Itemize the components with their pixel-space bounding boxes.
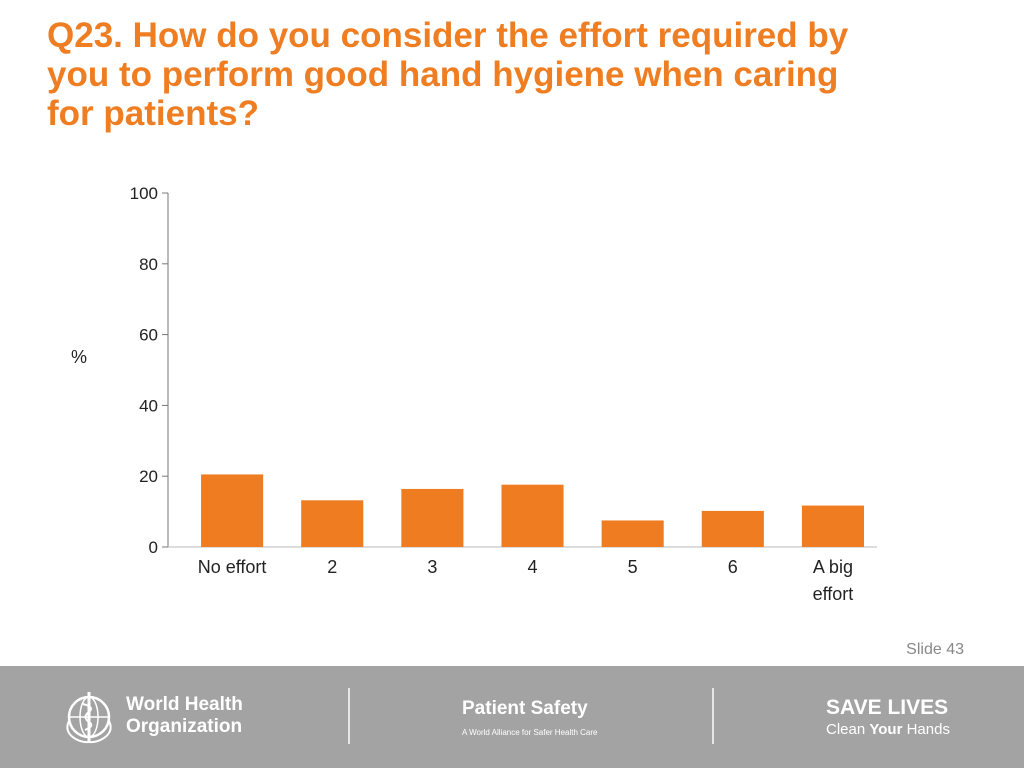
footer-divider-1 xyxy=(348,688,350,744)
y-tick-label: 20 xyxy=(139,467,158,486)
who-name-line-2: Organization xyxy=(126,716,243,737)
x-tick-label: 2 xyxy=(327,557,337,577)
y-tick-label: 100 xyxy=(130,184,158,203)
x-tick-label: 5 xyxy=(628,557,638,577)
save-lives-sub-bold: Your xyxy=(869,721,903,738)
bar-chart: 0 20 40 60 80 100% No effort 2 3 4 5 6 A big effort xyxy=(71,184,877,604)
y-tick-label: 40 xyxy=(139,396,158,415)
x-tick-label: A big xyxy=(813,557,853,577)
bar xyxy=(601,520,664,547)
bar xyxy=(801,505,864,547)
y-tick-label: 60 xyxy=(139,326,158,345)
y-tick-label: 0 xyxy=(149,538,158,557)
save-lives-subtitle: Clean Your Hands xyxy=(826,720,1016,740)
y-axis-label: % xyxy=(71,347,87,367)
x-tick-label: No effort xyxy=(198,557,267,577)
slide-number: Slide 43 xyxy=(906,641,964,658)
bar xyxy=(401,488,464,547)
patient-safety-title: Patient Safety xyxy=(462,698,588,719)
x-tick-label: effort xyxy=(813,584,854,604)
title-line-3: for patients? xyxy=(47,94,259,133)
save-lives-sub-post: Hands xyxy=(902,721,950,738)
x-tick-label: 6 xyxy=(728,557,738,577)
slide-title: Q23. How do you consider the effort requ… xyxy=(47,16,997,133)
footer-banner: World Health Organization Patient Safety… xyxy=(0,666,1024,768)
title-line-1: Q23. How do you consider the effort requ… xyxy=(47,16,849,55)
bar xyxy=(501,484,564,547)
x-tick-label: 3 xyxy=(427,557,437,577)
patient-safety-subtitle: A World Alliance for Safer Health Care xyxy=(462,728,598,737)
who-name: World Health Organization xyxy=(126,694,326,738)
y-tick-label: 80 xyxy=(139,255,158,274)
patient-safety-logo: Patient Safety A World Alliance for Safe… xyxy=(462,698,702,737)
bar xyxy=(201,474,264,547)
bar xyxy=(301,500,364,547)
who-emblem-icon xyxy=(66,692,112,744)
title-line-2: you to perform good hand hygiene when ca… xyxy=(47,55,839,94)
save-lives-logo: SAVE LIVES Clean Your Hands xyxy=(826,696,1016,740)
who-name-line-1: World Health xyxy=(126,694,243,715)
bar xyxy=(701,510,764,547)
footer-divider-2 xyxy=(712,688,714,744)
save-lives-sub-pre: Clean xyxy=(826,721,870,738)
save-lives-title: SAVE LIVES xyxy=(826,696,949,719)
x-tick-label: 4 xyxy=(528,557,538,577)
